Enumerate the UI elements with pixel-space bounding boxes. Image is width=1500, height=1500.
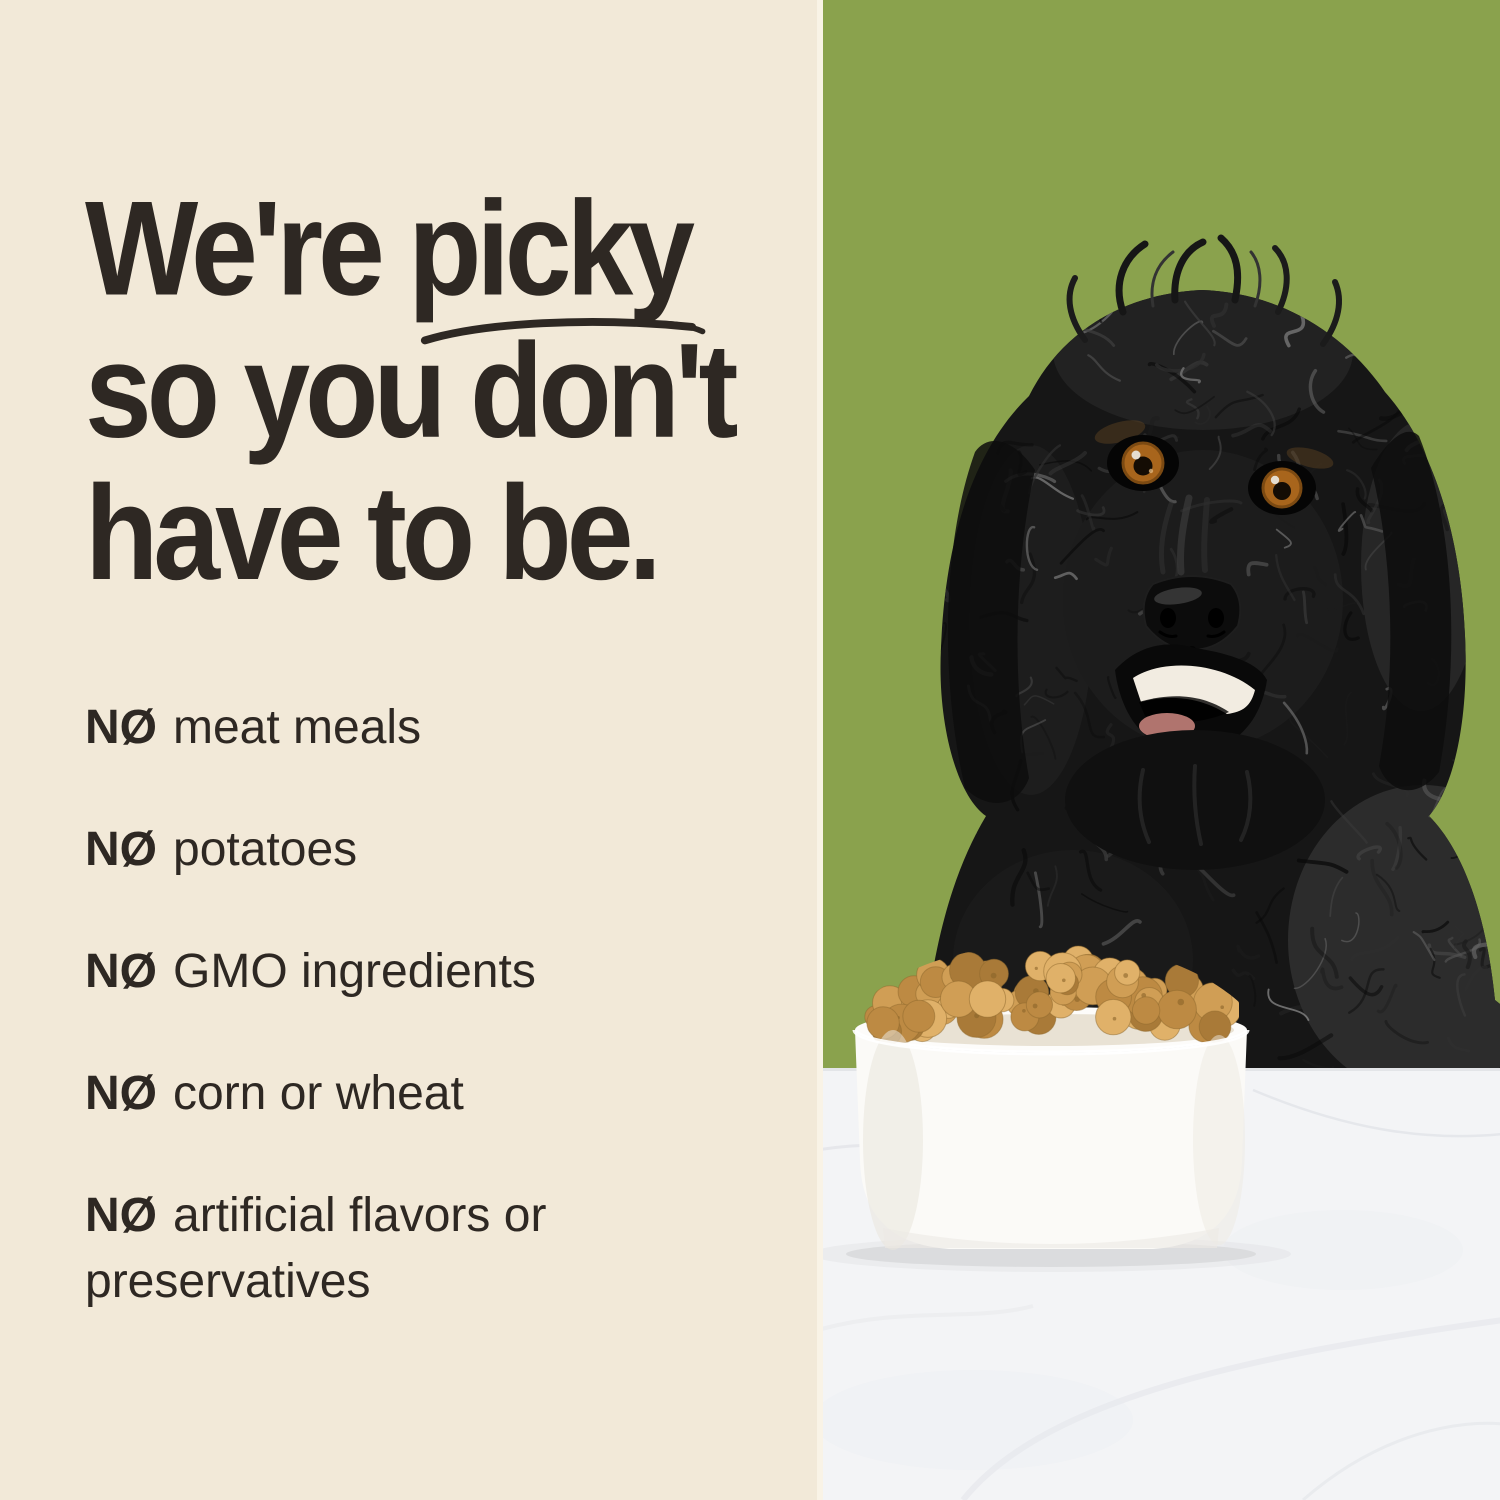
food-bowl [823, 945, 1291, 1272]
kibble-mound [864, 945, 1239, 1047]
dog-muzzle-strands [1158, 494, 1210, 576]
headline-line-2: so you don't [85, 315, 738, 467]
dog-left-ear [947, 440, 1035, 803]
dog-nose [1142, 575, 1242, 668]
checklist-item: NØ GMO ingredients [85, 939, 650, 1005]
checklist-item: NØ corn or wheat [85, 1061, 650, 1127]
headline-line-3: have to be. [85, 458, 662, 609]
checklist-item-text: potatoes [173, 823, 358, 876]
checklist-item-text: artificial flavors or preservatives [85, 1189, 547, 1308]
dog-head-wisps [1066, 234, 1342, 347]
checklist-item-text: corn or wheat [173, 1067, 464, 1120]
checklist-item-text: meat meals [173, 701, 422, 754]
no-symbol: NØ [85, 823, 157, 876]
no-checklist: NØ meat meals NØ potatoes NØ GMO ingredient… [85, 695, 650, 1371]
underline-swoosh [421, 318, 706, 345]
checklist-item: NØ meat meals [85, 695, 650, 761]
panel-divider [817, 0, 824, 1500]
no-symbol: NØ [85, 1067, 157, 1120]
headline: We're picky so you don't have to be. [85, 177, 785, 609]
no-symbol: NØ [85, 945, 157, 998]
dog-right-ear [1371, 431, 1452, 791]
dog-left-eye [1107, 435, 1179, 491]
bowl-front [855, 1030, 1247, 1249]
dog-photo [823, 0, 1500, 1500]
dog-right-brow [1286, 447, 1334, 469]
headline-underlined-word: picky [408, 173, 695, 324]
no-symbol: NØ [85, 701, 157, 754]
no-symbol: NØ [85, 1189, 157, 1242]
headline-line1-prefix: We're [85, 173, 409, 324]
checklist-item-text: GMO ingredients [173, 945, 536, 998]
dog-right-eye [1248, 461, 1316, 515]
dog-beard-strands [1137, 764, 1253, 846]
checklist-item: NØ artificial flavors or preservatives [85, 1183, 650, 1315]
dog-photo-illustration [823, 0, 1500, 1500]
checklist-item: NØ potatoes [85, 817, 650, 883]
dog-teeth [1133, 665, 1255, 714]
left-text-panel: We're picky so you don't have to be. NØ m… [0, 0, 823, 1500]
headline-line-1: We're picky [85, 177, 785, 345]
